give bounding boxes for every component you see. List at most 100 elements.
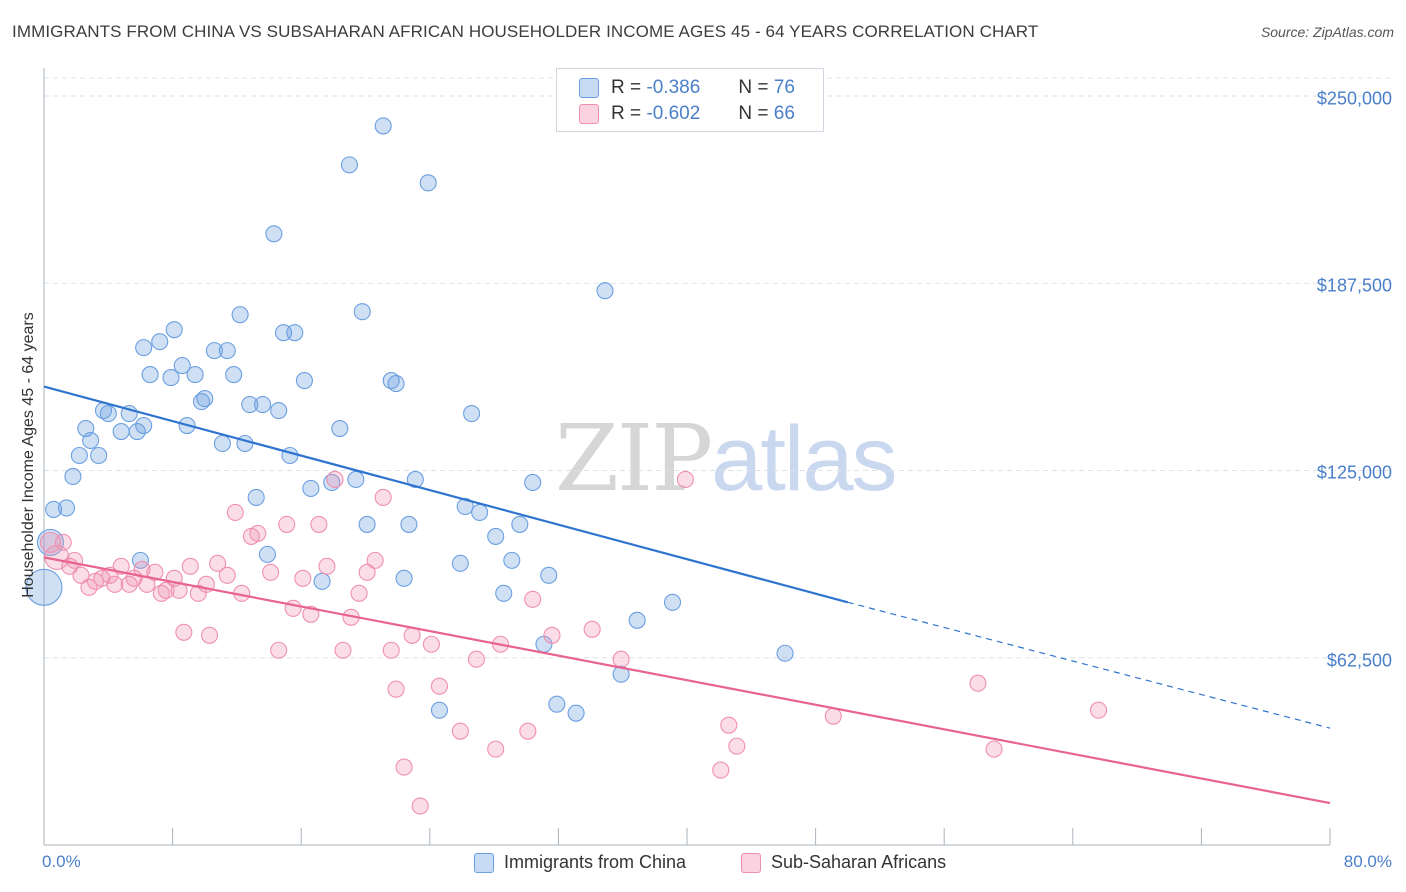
china-point — [254, 396, 272, 414]
legend-series-name: Immigrants from China — [504, 852, 687, 872]
china-point — [90, 446, 108, 465]
china-point — [57, 499, 76, 517]
china-point — [495, 584, 513, 602]
ssa-point — [152, 584, 170, 602]
legend-n-value: 76 — [773, 77, 795, 98]
ssa-point — [146, 563, 164, 581]
stats-legend: R = -0.386 N = 76 R = -0.602 N = 66 — [556, 68, 824, 132]
x-tick-max: 80.0% — [1343, 852, 1392, 871]
china-point — [395, 569, 413, 587]
china-point — [331, 419, 349, 438]
ssa-point — [395, 758, 413, 776]
china-point — [419, 174, 437, 192]
china-point — [487, 527, 505, 545]
y-tick-label: $250,000 — [1316, 88, 1392, 109]
china-point — [430, 701, 448, 719]
china-point — [151, 333, 169, 351]
china-point — [340, 156, 358, 174]
china-point — [347, 470, 365, 489]
china-point — [258, 545, 276, 563]
ssa-point — [249, 524, 267, 542]
watermark: ZIPatlas — [555, 405, 898, 512]
ssa-point — [387, 680, 405, 698]
china-point — [663, 593, 682, 611]
china-point — [186, 366, 204, 384]
china-point — [225, 366, 243, 384]
ssa-point — [358, 563, 376, 581]
legend-row-china: R = -0.386 N = 76 — [579, 76, 795, 100]
china-point — [112, 422, 130, 441]
china-point — [45, 500, 63, 518]
ssa-point — [65, 551, 84, 569]
legend-item-ssa: Sub-Saharan Africans — [741, 852, 946, 873]
china-point — [302, 479, 320, 498]
ssa-point — [201, 626, 219, 644]
china-point — [596, 282, 614, 300]
ssa-point — [284, 599, 302, 617]
china-trend-line — [43, 385, 849, 604]
ssa-point — [451, 722, 469, 740]
ssa-point — [728, 737, 746, 755]
china-swatch — [579, 78, 599, 98]
ssa-point — [543, 626, 561, 644]
ssa-point — [487, 740, 505, 758]
ssa-point — [39, 531, 61, 553]
ssa-point — [106, 575, 124, 593]
china-point — [387, 375, 405, 393]
china-point — [241, 396, 259, 414]
china-point — [540, 566, 558, 584]
legend-series-name: Sub-Saharan Africans — [771, 852, 947, 872]
ssa-point — [712, 761, 730, 779]
ssa-point — [326, 470, 344, 489]
ssa-swatch — [741, 852, 761, 873]
ssa-point — [209, 554, 227, 572]
ssa-point — [422, 635, 440, 653]
china-point — [776, 644, 794, 662]
ssa-point — [612, 650, 630, 668]
legend-n-value: 66 — [773, 103, 795, 124]
china-point — [295, 372, 313, 390]
ssa-point — [350, 584, 368, 602]
china-swatch — [474, 852, 494, 873]
china-point — [456, 497, 474, 515]
china-point — [628, 611, 646, 629]
legend-item-china: Immigrants from China — [474, 852, 686, 873]
china-point — [36, 528, 64, 556]
legend-r-value: -0.386 — [646, 77, 701, 98]
china-point — [165, 321, 183, 339]
china-point — [265, 225, 283, 243]
ssa-point — [519, 722, 537, 740]
ssa-trend-line — [43, 556, 1331, 805]
ssa-point — [157, 581, 175, 599]
china-point — [205, 342, 223, 360]
china-point — [82, 431, 100, 450]
china-point — [503, 551, 521, 569]
ssa-point — [985, 740, 1003, 758]
china-point — [323, 473, 341, 492]
china-point — [270, 402, 288, 420]
watermark-atlas: atlas — [711, 408, 897, 510]
ssa-point — [310, 515, 328, 533]
legend-r-label: R = — [611, 77, 642, 98]
ssa-point — [302, 605, 320, 623]
ssa-point — [218, 566, 236, 584]
legend-row-ssa: R = -0.602 N = 66 — [579, 102, 795, 126]
china-point — [400, 515, 418, 533]
china-point — [281, 446, 299, 465]
ssa-point — [262, 563, 280, 581]
china-point — [353, 303, 371, 321]
ssa-point — [226, 503, 244, 521]
watermark-zip: ZIP — [555, 405, 713, 512]
ssa-point — [467, 650, 485, 668]
china-point — [247, 488, 265, 506]
china-point — [463, 404, 481, 423]
china-point — [213, 434, 231, 453]
china-point — [612, 665, 630, 683]
china-point — [511, 515, 529, 533]
legend-n-label: N = — [738, 103, 769, 124]
china-point — [548, 695, 566, 713]
china-point — [70, 446, 88, 465]
china-point — [128, 422, 146, 441]
china-point — [451, 554, 469, 572]
ssa-point — [583, 620, 601, 638]
